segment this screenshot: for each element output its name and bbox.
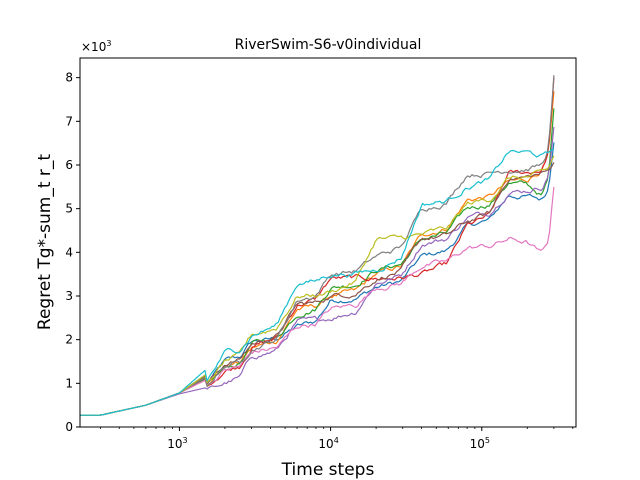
x-tick-label: 104	[318, 436, 338, 451]
y-tick-label: 4	[65, 245, 73, 259]
plot-frame	[79, 57, 577, 428]
y-multiplier-base: ×10	[81, 40, 106, 54]
x-axis-label: Time steps	[281, 460, 375, 480]
y-tick-label: 2	[65, 333, 73, 347]
y-axis-label: Regret Tg*-sum_t r_t	[35, 154, 55, 331]
y-multiplier-exp: 3	[106, 39, 111, 48]
y-tick-label: 5	[65, 202, 73, 216]
y-tick-label: 7	[65, 114, 73, 128]
y-tick-label: 1	[65, 376, 73, 390]
y-tick-label: 8	[65, 71, 73, 85]
y-tick-label: 3	[65, 289, 73, 303]
series-layer	[80, 75, 555, 416]
y-tick-label: 6	[65, 158, 73, 172]
y-multiplier: ×103	[81, 39, 111, 54]
x-tick-label: 103	[167, 436, 187, 451]
chart-title: RiverSwim-S6-v0individual	[235, 37, 422, 53]
x-tick-label: 105	[470, 436, 490, 451]
y-tick-label: 0	[65, 420, 73, 434]
ticks-layer: 0 1 2 3 4 5 6 7 8 103 104 105	[65, 71, 574, 451]
series-line-10	[80, 148, 555, 416]
